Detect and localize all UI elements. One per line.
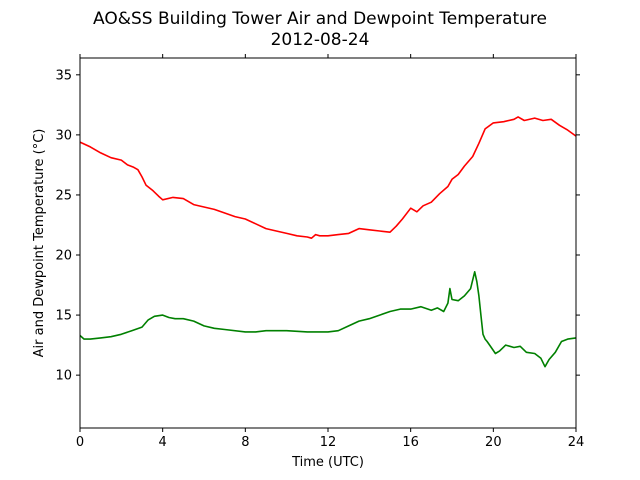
y-tick-label: 25: [55, 188, 72, 203]
y-tick-label: 20: [55, 249, 72, 264]
series-line-1: [79, 270, 577, 368]
chart-title: AO&SS Building Tower Air and Dewpoint Te…: [93, 9, 547, 29]
x-tick-label: 12: [320, 435, 337, 450]
x-tick-label: 20: [485, 435, 502, 450]
chart-subtitle: 2012-08-24: [271, 30, 370, 50]
plot-frame: [79, 57, 577, 429]
x-axis: 0 4 8 12 16 20 24: [76, 54, 584, 450]
plot-area: 0 4 8 12 16 20 24 10 15 20 25 30 35: [55, 54, 584, 450]
series-layer: [79, 116, 577, 368]
y-axis: 10 15 20 25 30 35: [55, 68, 580, 384]
series-line-0: [79, 116, 577, 239]
y-tick-label: 35: [55, 68, 72, 83]
x-tick-label: 0: [76, 435, 84, 450]
x-tick-label: 4: [159, 435, 167, 450]
x-tick-label: 24: [568, 435, 585, 450]
y-tick-label: 10: [55, 369, 72, 384]
x-tick-label: 16: [402, 435, 419, 450]
x-tick-label: 8: [241, 435, 249, 450]
x-axis-label: Time (UTC): [291, 455, 364, 470]
y-tick-label: 30: [55, 128, 72, 143]
y-tick-label: 15: [55, 309, 72, 324]
y-axis-label: Air and Dewpoint Temperature (°C): [32, 129, 47, 358]
